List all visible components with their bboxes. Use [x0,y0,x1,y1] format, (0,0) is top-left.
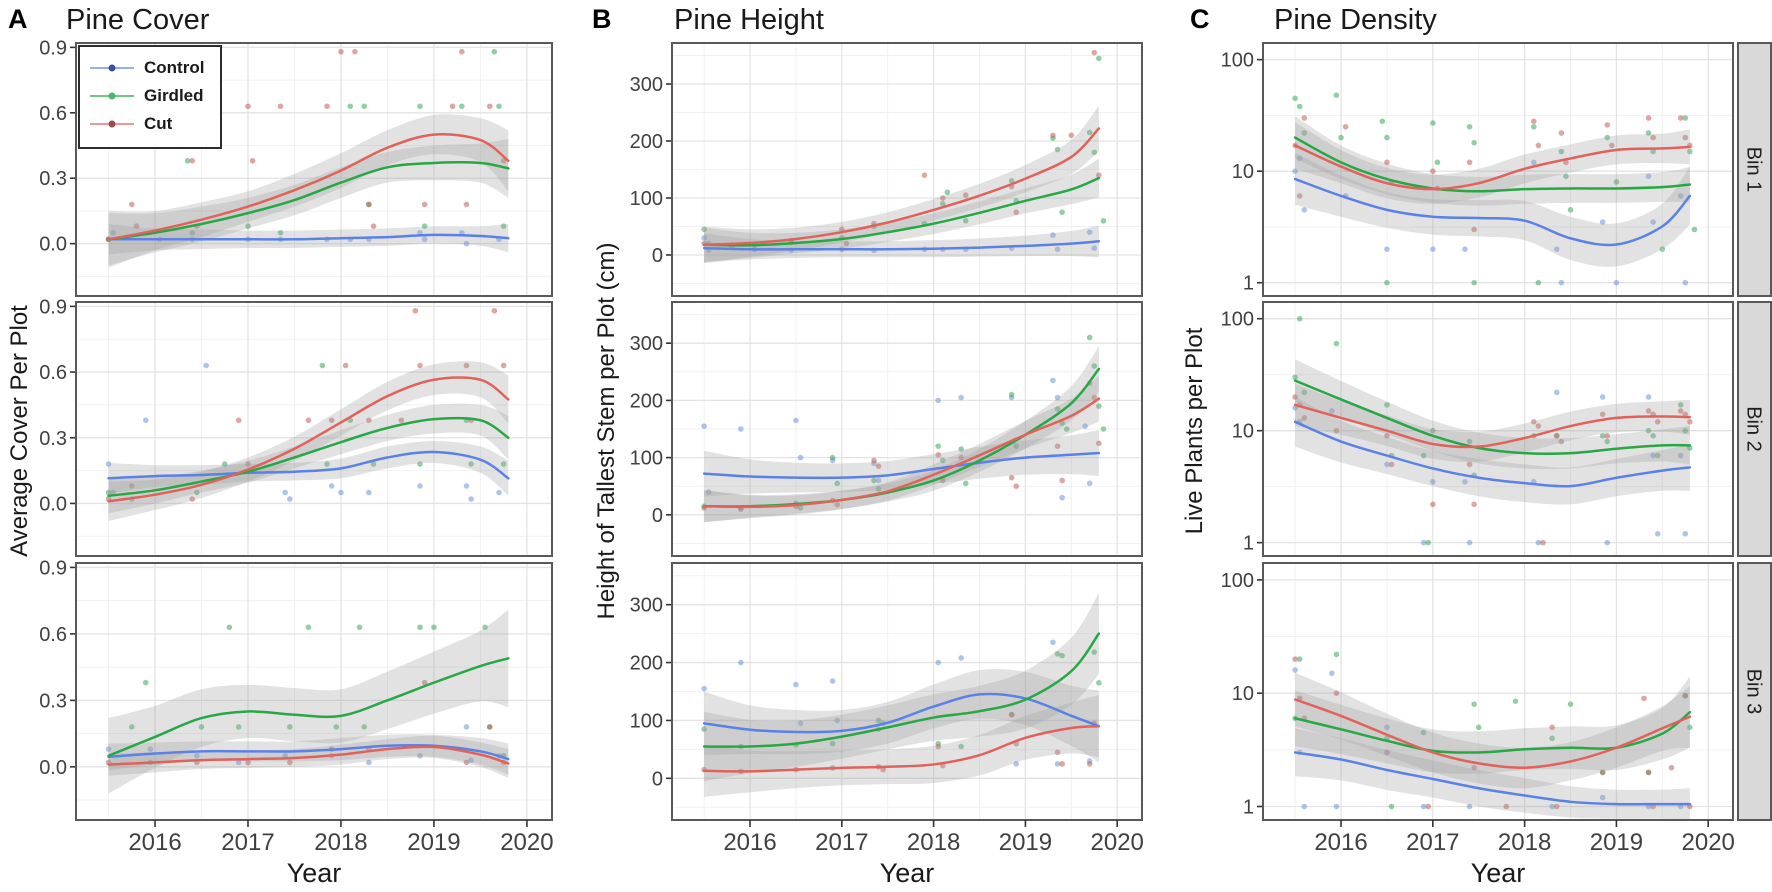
svg-text:100: 100 [630,188,663,210]
svg-text:1: 1 [1243,533,1254,555]
pine-density-chart: 1 10 100 Bin 1 1 10 100 Bin 2 1 10 100 Bin 3 2016 201… [1221,42,1772,856]
panel-title-pine-density: Pine Density [1274,4,1437,36]
legend: Control Girdled Cut [78,45,222,149]
svg-text:100: 100 [1221,570,1254,592]
svg-text:0.6: 0.6 [39,624,67,646]
svg-text:2019: 2019 [1590,829,1643,856]
svg-text:0.3: 0.3 [39,168,67,190]
y-axis-label-density: Live Plants per Plot [1181,327,1208,535]
svg-text:100: 100 [630,710,663,732]
legend-key-cut-icon [90,117,134,131]
svg-text:0.0: 0.0 [39,234,67,256]
panel-letter-b: B [592,4,612,34]
svg-text:10: 10 [1232,161,1254,183]
svg-text:2020: 2020 [1091,829,1144,856]
svg-text:300: 300 [630,333,663,355]
panel-title-pine-cover: Pine Cover [66,4,210,36]
panel-letter-c: C [1190,4,1210,34]
x-axis-label-year-c: Year [1470,858,1526,888]
svg-text:1: 1 [1243,273,1254,295]
svg-text:Bin 2: Bin 2 [1743,406,1765,452]
svg-text:0.6: 0.6 [39,362,67,384]
legend-label-girdled: Girdled [144,86,204,105]
svg-text:0.0: 0.0 [39,757,67,779]
svg-text:0.0: 0.0 [39,493,67,515]
svg-text:200: 200 [630,653,663,675]
svg-text:Bin 1: Bin 1 [1743,147,1765,193]
svg-text:0: 0 [652,768,663,790]
y-axis-label-height: Height of Tallest Stem per Plot (cm) [593,242,620,620]
svg-text:10: 10 [1232,683,1254,705]
panel-pine-cover: 0.0 0.3 0.6 0.9 0.0 0.3 0.6 0.9 0.0 0.3 0.6 0.9 2016… [0,0,562,892]
svg-text:2017: 2017 [815,829,868,856]
svg-text:2017: 2017 [221,829,274,856]
svg-text:2016: 2016 [723,829,776,856]
svg-text:0.9: 0.9 [39,557,67,579]
svg-text:2017: 2017 [1406,829,1459,856]
svg-text:2019: 2019 [999,829,1052,856]
svg-text:100: 100 [630,448,663,470]
y-axis-label-cover: Average Cover Per Plot [6,305,33,557]
svg-text:0.6: 0.6 [39,103,67,125]
svg-text:200: 200 [630,390,663,412]
x-axis-label-year-b: Year [879,858,935,888]
svg-text:10: 10 [1232,421,1254,443]
legend-label-control: Control [144,58,205,77]
svg-text:2018: 2018 [1498,829,1551,856]
legend-key-girdled-icon [90,89,134,103]
svg-text:2016: 2016 [1314,829,1367,856]
pine-height-chart: 0 100 200 300 0 100 200 300 0 100 200 300 2016 2017 20… [630,42,1144,856]
panel-pine-height: 0 100 200 300 0 100 200 300 0 100 200 300 2016 2017 20… [562,0,1162,892]
svg-text:0: 0 [652,245,663,267]
legend-key-control-icon [90,61,134,75]
svg-text:0.9: 0.9 [39,296,67,318]
legend-item-girdled: Girdled [80,82,220,110]
legend-label-cut: Cut [144,114,173,133]
svg-text:2020: 2020 [500,829,553,856]
svg-text:Bin 3: Bin 3 [1743,669,1765,715]
svg-text:2018: 2018 [314,829,367,856]
svg-text:1: 1 [1243,796,1254,818]
svg-text:100: 100 [1221,50,1254,72]
svg-text:300: 300 [630,74,663,96]
panel-letter-a: A [8,4,28,34]
svg-text:2019: 2019 [407,829,460,856]
panel-title-pine-height: Pine Height [674,4,824,36]
svg-text:2020: 2020 [1682,829,1735,856]
svg-text:0.9: 0.9 [39,37,67,59]
svg-text:300: 300 [630,595,663,617]
svg-text:200: 200 [630,131,663,153]
svg-text:2018: 2018 [907,829,960,856]
legend-item-cut: Cut [80,110,220,138]
x-axis-label-year-a: Year [286,858,342,888]
panel-pine-density: 1 10 100 Bin 1 1 10 100 Bin 2 1 10 100 Bin 3 2016 201… [1162,0,1772,892]
legend-item-control: Control [80,54,220,82]
svg-text:0.3: 0.3 [39,690,67,712]
pine-cover-chart: 0.0 0.3 0.6 0.9 0.0 0.3 0.6 0.9 0.0 0.3 0.6 0.9 2016… [39,37,553,856]
svg-text:0.3: 0.3 [39,428,67,450]
svg-text:0: 0 [652,505,663,527]
svg-text:2016: 2016 [128,829,181,856]
svg-text:100: 100 [1221,309,1254,331]
